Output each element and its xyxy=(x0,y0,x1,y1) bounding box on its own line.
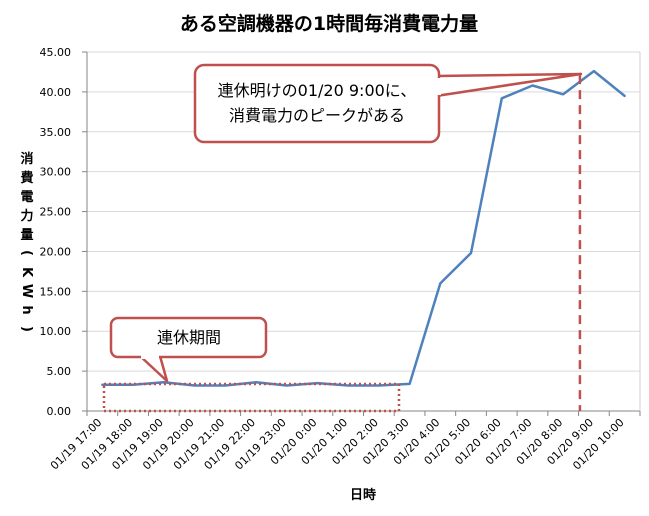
y-tick-label: 30.00 xyxy=(40,166,72,179)
chart-title: ある空調機器の1時間毎消費電力量 xyxy=(180,12,478,35)
y-axis-label-char: h xyxy=(19,305,34,314)
peak-callout-joint xyxy=(433,78,441,95)
y-tick-label: 20.00 xyxy=(40,245,72,258)
y-axis-label-char: 消 xyxy=(20,151,33,167)
y-axis-label-char: ) xyxy=(19,326,34,332)
peak-callout-text: 消費電力のピークがある xyxy=(229,106,405,125)
holiday-callout-pointer xyxy=(138,354,169,383)
y-tick-label: 5.00 xyxy=(47,365,72,378)
y-tick-label: 40.00 xyxy=(40,86,72,99)
peak-callout-text: 連休明けの01/20 9:00に、 xyxy=(218,81,417,100)
y-axis-label-char: 電 xyxy=(20,190,33,205)
y-axis-label-char: W xyxy=(19,284,34,298)
y-axis-label-char: 費 xyxy=(20,170,33,186)
holiday-period-box xyxy=(102,382,401,413)
peak-callout-box xyxy=(193,63,441,144)
holiday-callout-box xyxy=(109,316,268,359)
holiday-callout-joint xyxy=(141,352,159,359)
y-tick-label: 35.00 xyxy=(40,126,72,139)
y-axis-label-char: 量 xyxy=(20,228,33,243)
y-tick-label: 10.00 xyxy=(40,325,72,338)
y-tick-label: 45.00 xyxy=(40,46,72,59)
x-axis-label: 日時 xyxy=(350,487,376,503)
y-tick-label: 25.00 xyxy=(40,206,72,219)
y-axis-label-char: K xyxy=(19,267,34,278)
y-tick-label: 0.00 xyxy=(47,405,72,418)
y-axis-label-char: 力 xyxy=(20,208,33,224)
y-axis-label: 消費電力量 ( KWh) xyxy=(19,151,34,332)
y-tick-label: 15.00 xyxy=(40,285,72,298)
holiday-callout-text: 連休期間 xyxy=(157,328,221,347)
y-axis-label-char: ( xyxy=(19,250,34,256)
y-tick-labels: 0.00 5.00 10.00 15.00 20.00 25.00 30.00 35.00 40… xyxy=(40,46,72,418)
